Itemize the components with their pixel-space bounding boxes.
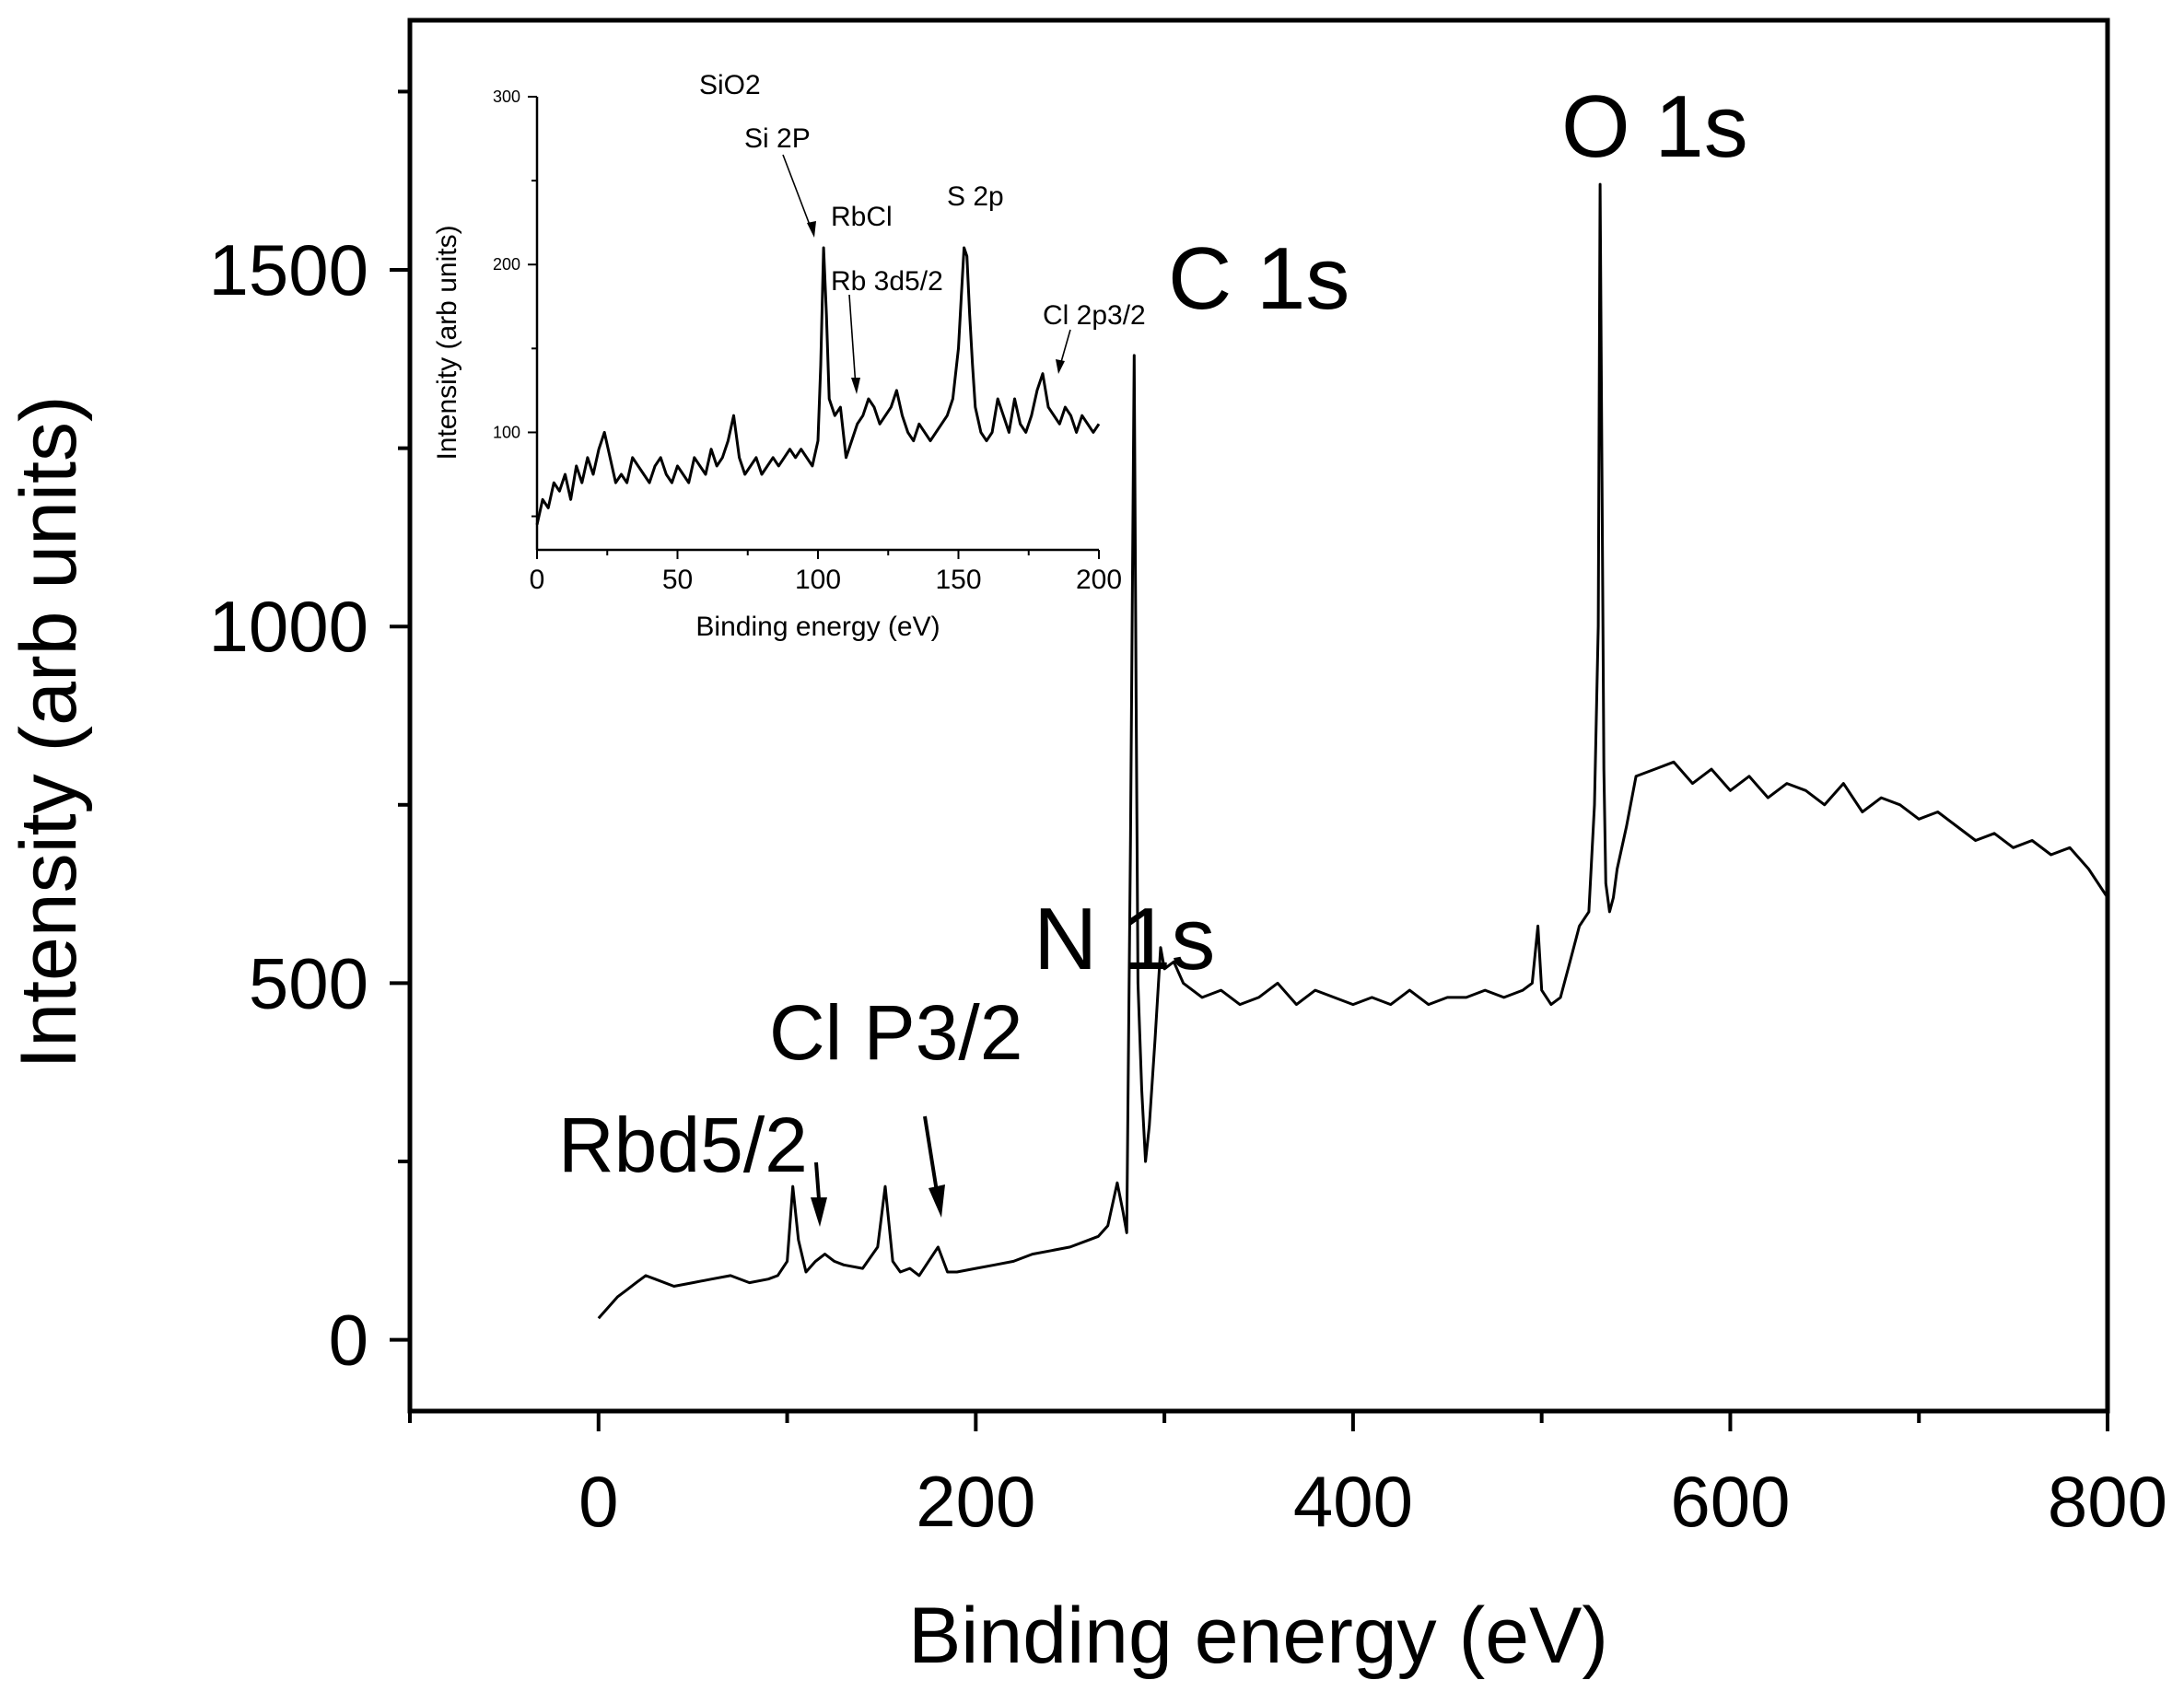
main-y-tick-label: 1000 xyxy=(208,586,368,667)
arrow-rbd5-2 xyxy=(811,1161,827,1227)
main-y-tick-label: 500 xyxy=(249,942,368,1023)
main-x-tick-label: 0 xyxy=(578,1461,618,1542)
inset-x-tick-label: 200 xyxy=(1076,565,1122,595)
annotation-c1s: C 1s xyxy=(1168,229,1349,328)
inset-series-line xyxy=(535,246,1101,526)
inset-x-axis-title: Binding energy (eV) xyxy=(695,612,940,642)
inset-arrow-si2p xyxy=(782,154,816,238)
main-x-tick-label: 800 xyxy=(2048,1461,2167,1542)
inset-annotation-rb3d5-2: Rb 3d5/2 xyxy=(831,266,943,297)
inset-annotation-s2p: S 2p xyxy=(947,181,1004,212)
main-y-tick-label: 0 xyxy=(329,1300,368,1381)
inset-x-tick-label: 100 xyxy=(795,565,841,595)
inset-y-axis-title: Intensity (arb units) xyxy=(432,225,462,460)
inset-y-tick-label: 300 xyxy=(493,88,520,106)
annotation-rbd5-2: Rbd5/2 xyxy=(558,1102,808,1188)
main-y-ticks: 0 500 1000 1500 xyxy=(208,89,410,1381)
inset-plot-area xyxy=(537,97,1099,550)
main-x-ticks: 0 200 400 600 800 xyxy=(408,1411,2167,1542)
main-plot-frame xyxy=(407,18,2110,1414)
main-x-axis-title: Binding energy (eV) xyxy=(908,1592,1608,1680)
inset-x-tick-label: 150 xyxy=(935,565,981,595)
inset-y-tick-label: 200 xyxy=(493,255,520,274)
inset-y-tick-label: 100 xyxy=(493,423,520,441)
inset-arrow-cl2p3-2 xyxy=(1056,329,1071,374)
arrow-cl-p3-2 xyxy=(923,1115,945,1218)
inset-y-ticks: 100 200 300 xyxy=(493,88,537,518)
annotation-cl-p3-2: Cl P3/2 xyxy=(769,989,1022,1076)
inset-annotation-cl2p3-2: Cl 2p3/2 xyxy=(1043,300,1146,331)
main-x-tick-label: 200 xyxy=(916,1461,1035,1542)
main-x-tick-label: 600 xyxy=(1670,1461,1790,1542)
inset-x-ticks: 0 50 100 150 200 xyxy=(530,550,1122,595)
main-y-axis-title: Intensity (arb units) xyxy=(5,395,93,1068)
main-x-tick-label: 400 xyxy=(1293,1461,1413,1542)
annotation-o1s: O 1s xyxy=(1561,77,1748,176)
inset-annotation-sio2: SiO2 xyxy=(699,70,761,100)
inset-x-tick-label: 0 xyxy=(530,565,545,595)
inset-annotation-si2p: Si 2P xyxy=(744,123,811,154)
main-series-line xyxy=(597,182,2109,1320)
inset-annotation-rbcl: RbCl xyxy=(831,202,893,232)
inset-x-tick-label: 50 xyxy=(662,565,693,595)
annotation-n1s: N 1s xyxy=(1034,890,1215,988)
main-y-tick-label: 1500 xyxy=(208,229,368,310)
inset-arrow-rb3d5-2 xyxy=(848,294,860,394)
